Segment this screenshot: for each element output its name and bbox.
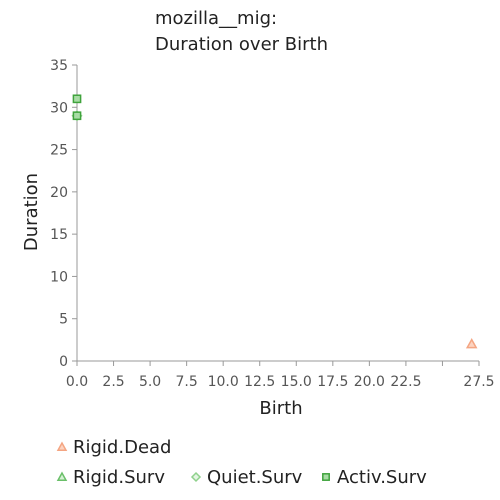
x-tick-label: 15.0	[281, 374, 312, 390]
y-tick-label: 10	[50, 269, 68, 285]
chart-title-line-1: mozilla__mig:	[155, 8, 277, 29]
y-tick-label: 15	[50, 227, 68, 243]
x-axis-label: Birth	[259, 398, 302, 419]
legend: Rigid.Dead Rigid.Surv Quiet.Surv Activ.Surv	[56, 437, 427, 488]
data-point	[72, 111, 82, 121]
x-tick-label: 5.0	[139, 374, 161, 390]
legend-marker	[190, 471, 202, 483]
axes: 0 5 10 15 20 25 30 35 0.0 2.5 5.0 7.5 10.0 12.5 15.0 17…	[50, 58, 494, 390]
x-tick-label: 12.5	[244, 374, 275, 390]
legend-label: Rigid.Surv	[73, 467, 165, 488]
legend-label: Activ.Surv	[337, 467, 427, 488]
legend-item: Rigid.Surv	[56, 467, 165, 488]
legend-label: Quiet.Surv	[207, 467, 303, 488]
data-points	[71, 94, 478, 349]
chart-title-line-2: Duration over Birth	[155, 34, 328, 55]
y-tick-label: 5	[59, 312, 68, 328]
y-axis-label: Duration	[21, 173, 42, 251]
x-tick-label: 27.5	[463, 374, 494, 390]
data-point	[465, 338, 478, 349]
y-tick-label: 30	[50, 100, 68, 116]
y-tick-label: 20	[50, 185, 68, 201]
x-tick-label: 10.0	[208, 374, 239, 390]
x-tick-label: 22.5	[390, 374, 421, 390]
x-tick-label: 20.0	[354, 374, 385, 390]
legend-marker	[322, 473, 330, 481]
x-tick-label: 7.5	[176, 374, 198, 390]
legend-item: Quiet.Surv	[190, 467, 303, 488]
chart-title: mozilla__mig: Duration over Birth	[155, 8, 328, 55]
legend-marker	[56, 471, 68, 481]
x-tick-label: 17.5	[317, 374, 348, 390]
x-tick-label: 0.0	[66, 374, 88, 390]
x-tick-label: 2.5	[102, 374, 124, 390]
legend-marker	[56, 441, 68, 451]
y-tick-label: 25	[50, 143, 68, 159]
y-tick-label: 0	[59, 354, 68, 370]
data-point	[72, 94, 82, 104]
legend-label: Rigid.Dead	[73, 437, 171, 458]
legend-item: Activ.Surv	[322, 467, 427, 488]
legend-item: Rigid.Dead	[56, 437, 171, 458]
y-tick-label: 35	[50, 58, 68, 74]
